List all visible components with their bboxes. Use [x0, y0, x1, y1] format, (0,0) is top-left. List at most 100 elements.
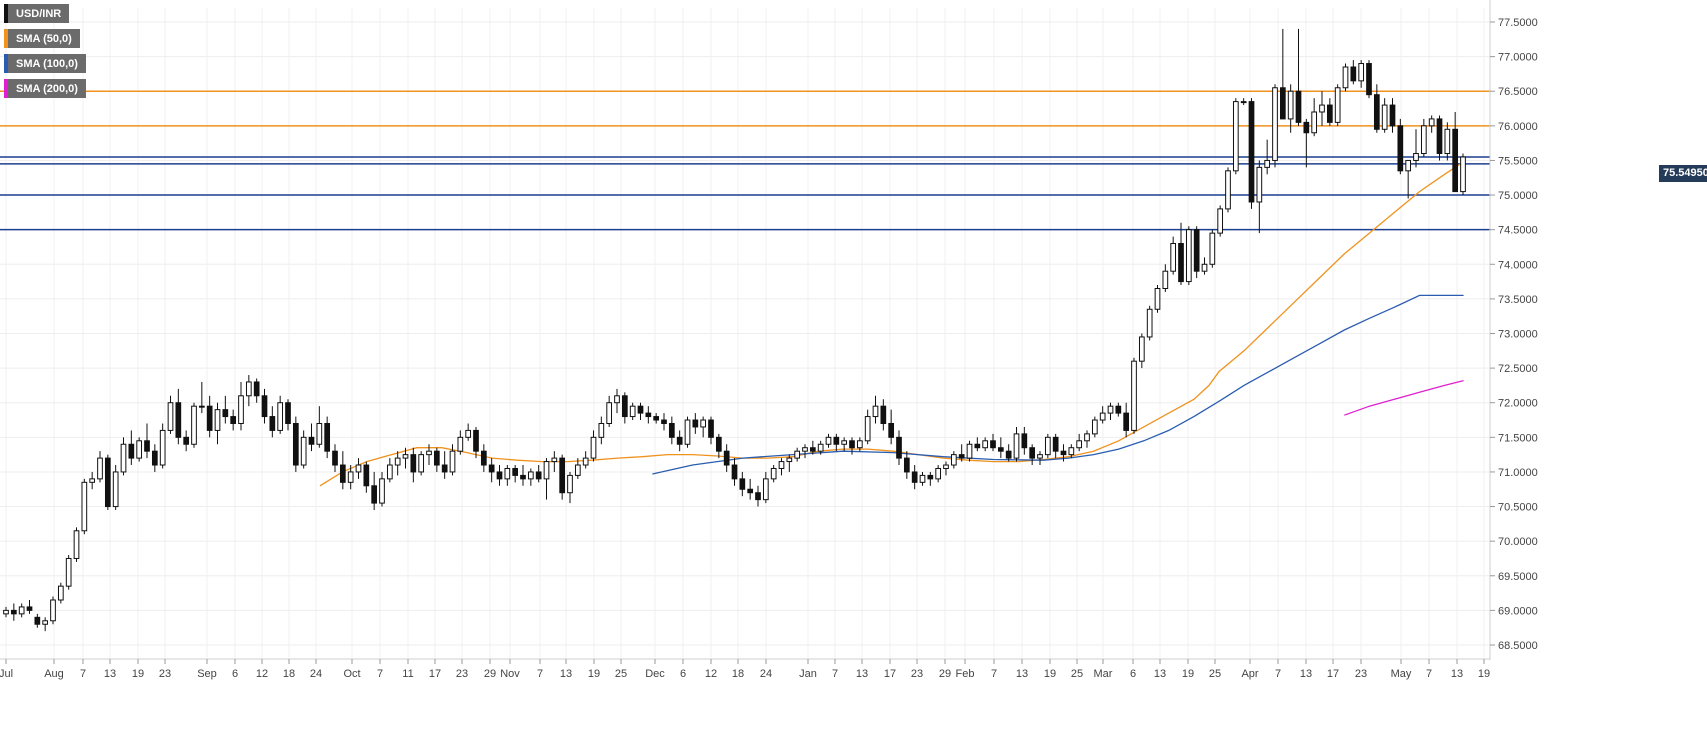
candle-body — [65, 557, 72, 587]
candle-body — [1420, 125, 1427, 155]
candle-body — [1170, 243, 1177, 272]
candle-body — [1381, 104, 1388, 130]
candle-body — [1428, 118, 1435, 127]
candle-body — [1248, 101, 1255, 203]
candle-body — [1013, 433, 1020, 459]
candle-body — [864, 416, 871, 442]
candle-body — [1264, 159, 1271, 168]
candle-body — [1084, 433, 1090, 442]
y-tick-label: 75.5000 — [1498, 155, 1538, 167]
x-tick-label: 23 — [911, 668, 923, 680]
x-tick-label: 25 — [1071, 668, 1083, 680]
candle-body — [927, 474, 934, 480]
candle-body — [316, 422, 323, 445]
x-tick-label: 17 — [429, 668, 441, 680]
y-tick-label: 76.0000 — [1498, 121, 1538, 133]
candle-body — [520, 474, 526, 480]
legend-swatch — [4, 79, 8, 98]
y-tick-label: 71.5000 — [1498, 432, 1538, 444]
candle-body — [363, 464, 370, 487]
x-tick-label: 13 — [1451, 668, 1463, 680]
candle-body — [982, 440, 989, 449]
candle-body — [402, 454, 409, 459]
candle-body — [676, 436, 683, 445]
candle-body — [762, 478, 769, 501]
sma-lines — [319, 161, 1464, 487]
candle-body — [269, 416, 276, 431]
sma-line — [1344, 379, 1464, 416]
y-tick-label: 73.0000 — [1498, 329, 1538, 341]
candle-body — [684, 419, 691, 445]
y-tick-label: 77.0000 — [1498, 52, 1538, 64]
candle-body — [770, 467, 777, 480]
legend: USD/INR SMA (50,0) SMA (100,0) SMA (200,… — [4, 4, 86, 104]
candle-body — [974, 443, 981, 449]
candle-body — [433, 450, 440, 466]
candle-body — [958, 454, 965, 459]
legend-item-sma200[interactable]: SMA (200,0) — [4, 79, 86, 98]
candle-body — [1209, 232, 1216, 265]
legend-swatch — [4, 4, 8, 23]
candle-body — [222, 409, 229, 418]
y-tick-label: 76.5000 — [1498, 86, 1538, 98]
candle-body — [198, 405, 205, 408]
x-tick-label: 25 — [1209, 668, 1221, 680]
candle-body — [715, 436, 722, 452]
candle-body — [527, 471, 534, 480]
candle-body — [629, 405, 636, 418]
candle-body — [809, 447, 816, 452]
candle-body — [1091, 419, 1098, 435]
candle-body — [1076, 440, 1083, 449]
candle-body — [371, 485, 378, 504]
candle-body — [997, 447, 1004, 452]
candle-body — [708, 419, 714, 438]
x-tick-label: 13 — [104, 668, 116, 680]
candle-body — [394, 457, 401, 466]
x-tick-label: 7 — [537, 668, 543, 680]
candle-body — [1185, 229, 1192, 283]
candle-body — [1052, 436, 1059, 452]
candle-body — [747, 488, 754, 494]
candle-body — [1115, 405, 1122, 414]
candle-body — [1405, 159, 1412, 172]
legend-item-sma50[interactable]: SMA (50,0) — [4, 29, 80, 48]
x-tick-label: May — [1391, 668, 1412, 680]
legend-item-sma100[interactable]: SMA (100,0) — [4, 54, 86, 73]
candle-body — [739, 478, 746, 490]
y-tick-label: 77.5000 — [1498, 17, 1538, 29]
candle-body — [426, 450, 432, 456]
y-tick-label: 72.5000 — [1498, 363, 1538, 375]
candle-body — [543, 461, 550, 480]
candle-body — [825, 436, 832, 445]
x-tick-label: 19 — [1182, 668, 1194, 680]
candle-body — [144, 440, 150, 452]
horizontal-levels — [0, 90, 1490, 231]
candle-body — [1303, 121, 1310, 134]
x-tick-label: 7 — [832, 668, 838, 680]
candle-body — [723, 450, 730, 466]
candle-body — [598, 422, 605, 438]
candle-body — [473, 429, 479, 452]
x-tick-label: 24 — [310, 668, 322, 680]
candle-body — [1287, 90, 1294, 120]
candle-body — [418, 454, 425, 473]
candle-body — [896, 436, 902, 459]
candle-body — [794, 450, 801, 459]
candle-body — [1295, 90, 1302, 123]
candle-body — [18, 606, 25, 615]
candle-body — [308, 436, 315, 445]
candle-body — [1060, 450, 1067, 456]
candle-body — [888, 422, 895, 438]
legend-item-usdinr[interactable]: USD/INR — [4, 4, 70, 23]
y-axis: 68.5000 69.0000 69.5000 70.0000 70.5000 71.00… — [1489, 0, 1538, 660]
candle-body — [457, 436, 464, 452]
candle-body — [206, 405, 213, 431]
candlesticks — [3, 28, 1466, 632]
x-tick-label: Dec — [645, 668, 665, 680]
candle-body — [324, 422, 331, 452]
candle-body — [943, 464, 949, 469]
x-tick-label: 13 — [1300, 668, 1312, 680]
candle-body — [89, 478, 96, 483]
candle-body — [1068, 447, 1075, 456]
